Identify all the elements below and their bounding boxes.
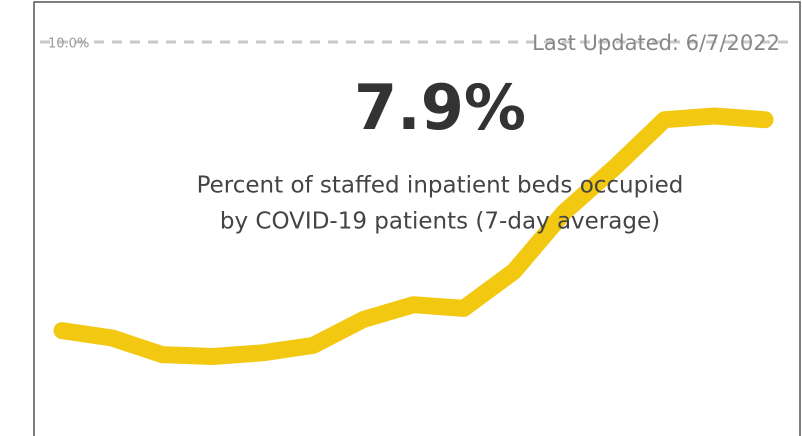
sparkline-area: 10.0%	[40, 37, 790, 365]
card-border	[33, 1, 801, 436]
kpi-description: by COVID-19 patients (7-day average)	[220, 209, 660, 235]
last-updated: Last Updated: 6/7/2022	[532, 31, 780, 55]
reference-label: 10.0%	[48, 37, 89, 52]
sparkline	[53, 107, 774, 365]
kpi-value: 7.9%	[354, 71, 526, 144]
kpi-description: Percent of staffed inpatient beds occupi…	[197, 173, 684, 199]
